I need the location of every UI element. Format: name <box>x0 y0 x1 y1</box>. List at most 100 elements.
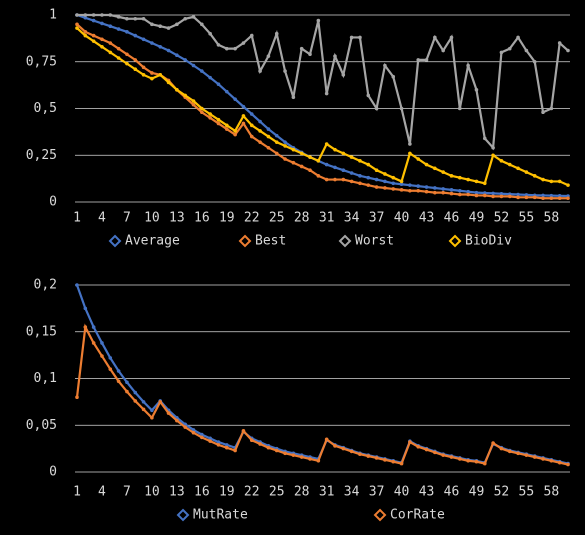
point <box>449 191 454 196</box>
point <box>158 400 163 404</box>
point <box>249 112 254 116</box>
point <box>491 441 495 445</box>
point <box>383 186 387 190</box>
point <box>150 408 154 413</box>
y-tick-label: 1 <box>49 8 57 23</box>
point <box>524 48 529 53</box>
point <box>358 452 362 457</box>
y-tick-label: 0 <box>49 195 57 210</box>
point <box>349 171 354 175</box>
x-tick-label: 55 <box>519 485 535 500</box>
point <box>433 35 437 40</box>
x-tick-label: 19 <box>219 211 235 226</box>
point <box>383 179 387 184</box>
point <box>108 367 113 371</box>
x-tick-label: 13 <box>169 485 185 500</box>
legend-marker <box>448 234 462 248</box>
point <box>291 453 296 457</box>
point <box>191 99 196 103</box>
point <box>116 369 121 373</box>
point <box>208 31 212 36</box>
point <box>441 48 445 53</box>
point <box>75 283 79 287</box>
x-tick-label: 16 <box>194 211 210 226</box>
point <box>516 451 520 456</box>
point <box>424 185 429 189</box>
point <box>200 435 204 440</box>
point <box>441 170 445 174</box>
point <box>216 117 221 122</box>
point <box>516 195 520 200</box>
point <box>482 193 487 198</box>
point <box>266 134 271 139</box>
point <box>449 35 454 40</box>
legend-marker <box>108 234 122 248</box>
point <box>291 160 296 165</box>
y-tick-label: 0,5 <box>34 101 57 116</box>
point <box>75 22 79 27</box>
point <box>283 140 287 144</box>
point <box>482 461 487 466</box>
point <box>374 168 379 173</box>
point <box>499 191 504 196</box>
x-tick-label: 4 <box>98 485 106 500</box>
legend-marker <box>373 508 387 522</box>
x-tick-label: 49 <box>469 211 485 226</box>
point <box>316 174 321 178</box>
point <box>566 196 570 201</box>
point <box>358 174 362 178</box>
point <box>141 37 146 42</box>
point <box>258 442 262 446</box>
point <box>183 93 187 98</box>
point <box>541 110 545 115</box>
point <box>399 182 404 187</box>
point <box>532 195 537 200</box>
point <box>449 455 454 459</box>
point <box>141 400 146 404</box>
point <box>216 121 221 126</box>
point <box>516 166 520 171</box>
x-tick-label: 55 <box>519 211 535 226</box>
point <box>499 194 504 199</box>
point <box>308 457 312 461</box>
point <box>241 114 246 118</box>
point <box>116 379 121 384</box>
point <box>216 440 221 444</box>
point <box>125 389 129 394</box>
legend-marker <box>176 508 190 522</box>
x-tick-label: 31 <box>319 211 335 226</box>
x-tick-label: 7 <box>123 211 131 226</box>
point <box>158 73 163 77</box>
point <box>141 16 146 21</box>
y-tick-label: 0 <box>49 465 57 480</box>
point <box>100 13 104 17</box>
point <box>266 54 271 58</box>
point <box>150 22 154 27</box>
point <box>100 44 104 49</box>
y-tick-label: 0,25 <box>26 148 57 163</box>
point <box>308 52 312 57</box>
point <box>83 33 88 38</box>
point <box>266 127 271 131</box>
x-tick-label: 40 <box>394 211 410 226</box>
point <box>133 390 138 395</box>
point <box>441 453 445 457</box>
point <box>491 153 495 158</box>
point <box>208 112 212 116</box>
point <box>324 177 329 182</box>
point <box>374 185 379 189</box>
point <box>141 65 146 70</box>
point <box>83 306 88 311</box>
legend-label: Average <box>125 234 180 249</box>
point <box>83 13 88 17</box>
point <box>549 196 554 201</box>
point <box>200 110 204 115</box>
point <box>133 67 138 72</box>
point <box>141 73 146 77</box>
point <box>283 69 287 73</box>
point <box>408 440 412 444</box>
x-tick-label: 46 <box>444 485 460 500</box>
point <box>532 455 537 459</box>
point <box>224 123 229 128</box>
point <box>241 41 246 45</box>
